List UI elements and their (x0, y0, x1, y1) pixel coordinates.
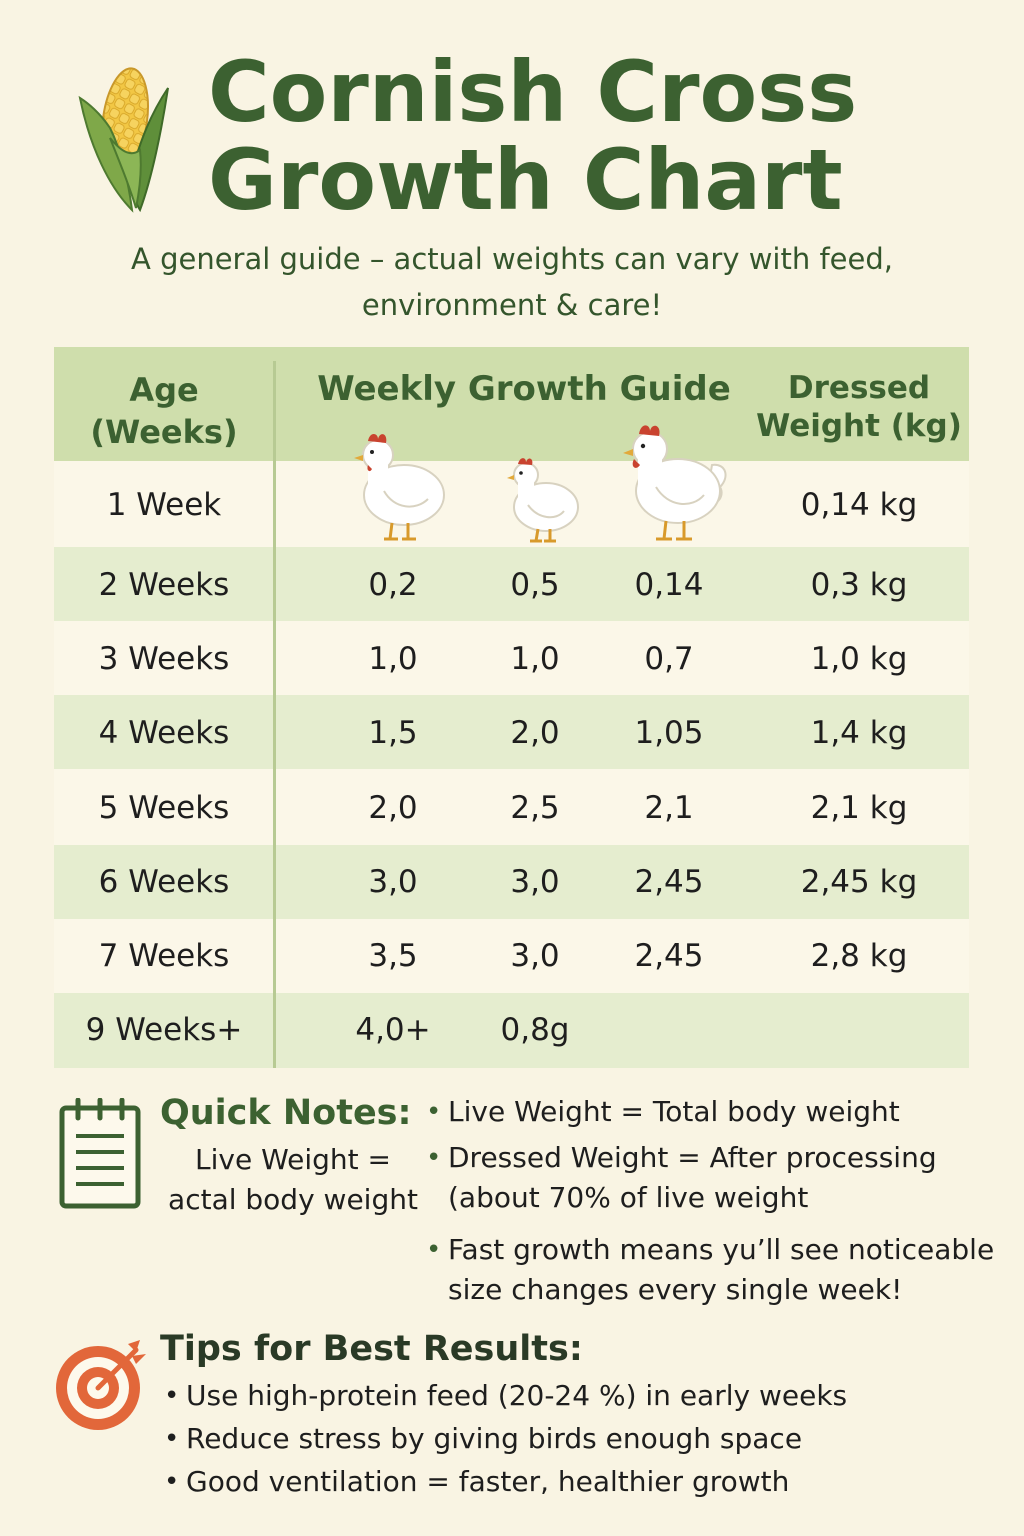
cell-age: 4 Weeks (98, 715, 230, 751)
growth-table: Age (Weeks) Weekly Growth Guide Dressed … (54, 347, 969, 1068)
cell-dressed-weight: 1,4 kg (810, 715, 908, 751)
cell-age: 5 Weeks (98, 790, 230, 826)
cell-value: 0,5 (510, 567, 560, 603)
cell-dressed-weight: 1,0 kg (810, 641, 908, 677)
cell-age: 7 Weeks (98, 938, 230, 974)
chicken-icon (623, 425, 727, 541)
tip-item: Reduce stress by giving birds enough spa… (186, 1422, 803, 1455)
note-bullet-1: Live Weight = Total body weight (448, 1095, 900, 1128)
cell-value: 1,0 (368, 641, 418, 677)
cell-value: 3,0 (368, 864, 418, 900)
cell-value: 0,8g (500, 1012, 570, 1048)
bullet-dot: • (164, 1467, 180, 1497)
bullet-dot: • (426, 1143, 442, 1173)
quick-notes-title: Quick Notes: (160, 1093, 412, 1133)
subtitle-line1: A general guide – actual weights can var… (131, 242, 893, 276)
note-bullet-3-line2: size changes every single week! (448, 1273, 903, 1306)
cell-value: 2,5 (510, 790, 560, 826)
cell-value: 3,0 (510, 938, 560, 974)
header-dressed-line1: Dressed (787, 370, 931, 406)
cell-value: 2,1 (644, 790, 694, 826)
cell-age: 9 Weeks+ (85, 1012, 243, 1048)
cell-age: 3 Weeks (98, 641, 230, 677)
header-age-line1: Age (129, 371, 199, 409)
cell-dressed-weight: 0,3 kg (810, 567, 908, 603)
cell-value: 2,45 (634, 938, 704, 974)
corn-icon (78, 67, 169, 213)
cell-age: 1 Week (106, 487, 222, 523)
cell-value: 4,0+ (355, 1012, 431, 1048)
tip-item: Use high-protein feed (20-24 %) in early… (186, 1379, 848, 1412)
notepad-icon (59, 1098, 141, 1209)
header-weekly-growth-guide: Weekly Growth Guide (317, 369, 731, 409)
bullet-dot: • (164, 1381, 180, 1411)
cell-dressed-weight: 2,1 kg (810, 790, 908, 826)
tips-title: Tips for Best Results: (160, 1329, 583, 1369)
quick-notes-subline1: Live Weight = (195, 1143, 391, 1176)
note-bullet-2-line1: Dressed Weight = After processing (448, 1141, 937, 1174)
table-row (54, 547, 969, 621)
tip-item: Good ventilation = faster, healthier gro… (186, 1465, 790, 1498)
bullet-dot: • (426, 1097, 442, 1127)
table-header-background (54, 347, 969, 461)
table-row (54, 621, 969, 695)
table-row (54, 919, 969, 993)
header-age-line2: (Weeks) (90, 413, 238, 451)
cell-value: 0,2 (368, 567, 418, 603)
cell-value: 0,14 (634, 567, 704, 603)
table-row (54, 993, 969, 1068)
target-icon (56, 1340, 146, 1430)
table-row (54, 769, 969, 845)
header-dressed-line2: Weight (kg) (756, 408, 962, 444)
cell-value: 1,5 (368, 715, 418, 751)
cell-dressed-weight: 0,14 kg (800, 487, 918, 523)
note-bullet-2-line2: (about 70% of live weight (448, 1181, 809, 1214)
chicken-icon (354, 434, 445, 541)
quick-notes-subline2: actal body weight (168, 1183, 418, 1216)
cell-value: 2,0 (510, 715, 560, 751)
page-title-line1: Cornish Cross (208, 43, 858, 141)
cell-age: 6 Weeks (98, 864, 230, 900)
cell-dressed-weight: 2,8 kg (810, 938, 908, 974)
chicken-icon (507, 458, 579, 543)
cell-value: 0,7 (644, 641, 694, 677)
subtitle-line2: environment & care! (361, 288, 663, 322)
note-bullet-3-line1: Fast growth means yu’ll see noticeable (448, 1233, 995, 1266)
cell-dressed-weight: 2,45 kg (800, 864, 918, 900)
table-row (54, 845, 969, 919)
header-age: Age (Weeks) (64, 369, 264, 453)
bullet-dot: • (164, 1424, 180, 1454)
cell-value: 2,0 (368, 790, 418, 826)
bullet-dot: • (426, 1235, 442, 1265)
cell-value: 3,0 (510, 864, 560, 900)
cell-age: 2 Weeks (98, 567, 230, 603)
cell-value: 1,0 (510, 641, 560, 677)
table-row (54, 461, 969, 547)
cell-value: 1,05 (634, 715, 704, 751)
page-title-line2: Growth Chart (208, 131, 843, 229)
column-divider (273, 361, 276, 1068)
cell-value: 2,45 (634, 864, 704, 900)
cell-value: 3,5 (368, 938, 418, 974)
table-row (54, 695, 969, 769)
header-dressed-weight: Dressed Weight (kg) (754, 369, 964, 445)
